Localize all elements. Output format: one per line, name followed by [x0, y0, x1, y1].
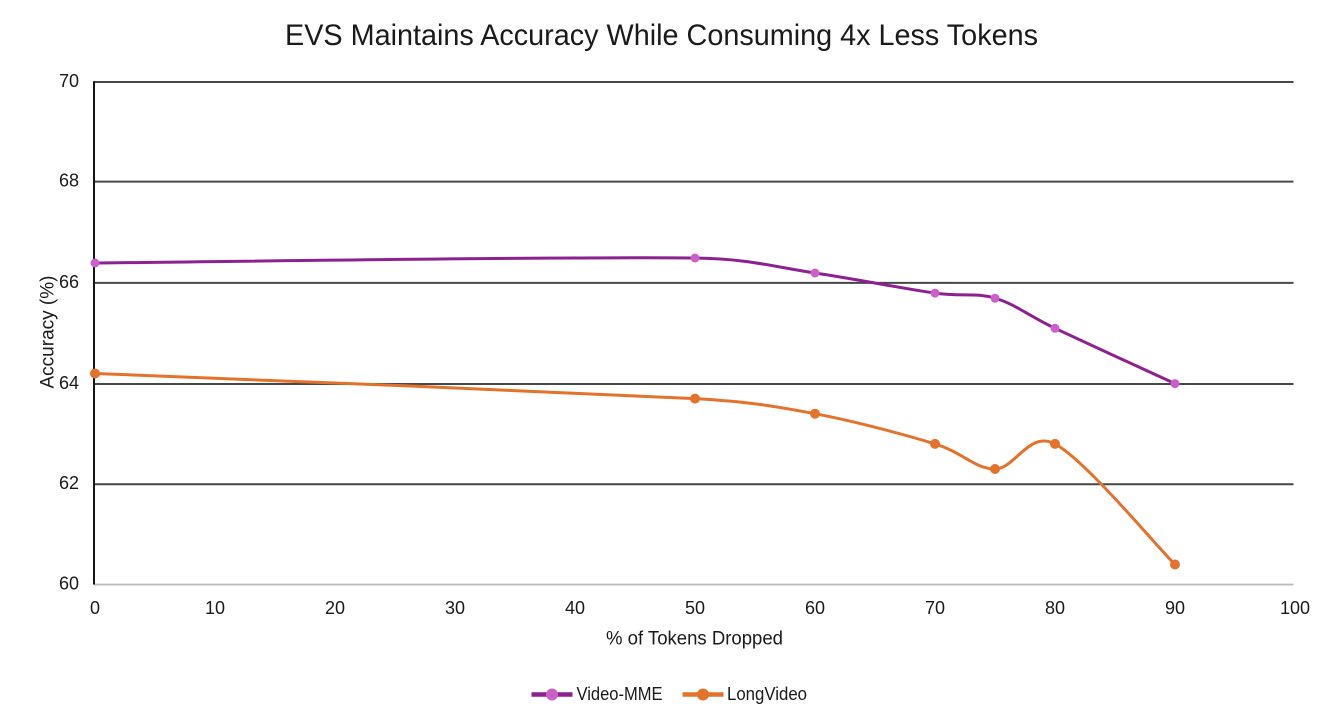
svg-text:% of Tokens Dropped: % of Tokens Dropped	[606, 628, 783, 649]
svg-text:66: 66	[59, 272, 79, 292]
svg-text:70: 70	[59, 71, 79, 91]
svg-text:60: 60	[805, 598, 825, 618]
svg-text:10: 10	[205, 598, 225, 618]
svg-text:50: 50	[685, 598, 705, 618]
svg-text:20: 20	[325, 598, 345, 618]
svg-text:60: 60	[59, 574, 79, 594]
svg-text:40: 40	[565, 598, 585, 618]
svg-text:80: 80	[1045, 598, 1065, 618]
svg-text:68: 68	[59, 171, 79, 191]
svg-text:Video-MME: Video-MME	[577, 684, 663, 704]
svg-text:64: 64	[59, 373, 79, 393]
svg-text:90: 90	[1165, 598, 1185, 618]
svg-text:Accuracy (%): Accuracy (%)	[38, 276, 59, 389]
svg-text:30: 30	[445, 598, 465, 618]
svg-text:100: 100	[1280, 598, 1310, 618]
svg-text:EVS Maintains Accuracy While C: EVS Maintains Accuracy While Consuming 4…	[285, 19, 1038, 52]
svg-text:62: 62	[59, 473, 79, 493]
svg-text:70: 70	[925, 598, 945, 618]
svg-text:0: 0	[90, 598, 100, 618]
svg-text:LongVideo: LongVideo	[727, 684, 807, 704]
